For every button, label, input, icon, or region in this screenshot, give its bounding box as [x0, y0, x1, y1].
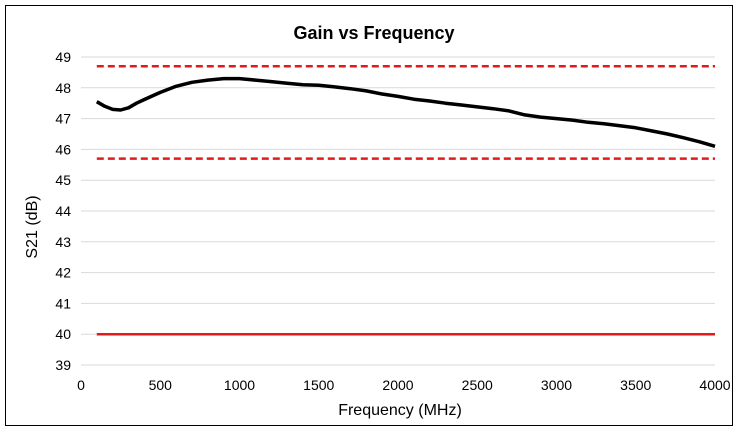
x-tick-label: 2000 — [382, 377, 413, 393]
y-tick-label: 42 — [55, 265, 71, 281]
chart-title: Gain vs Frequency — [293, 23, 454, 43]
x-tick-label: 3000 — [541, 377, 572, 393]
y-tick-label: 44 — [55, 203, 71, 219]
y-tick-label: 41 — [55, 295, 71, 311]
y-tick-label: 49 — [55, 49, 71, 65]
plot-series — [95, 64, 716, 336]
y-tick-label: 45 — [55, 172, 71, 188]
x-tick-label: 0 — [77, 377, 85, 393]
x-tick-label: 4000 — [699, 377, 730, 393]
y-tick-label: 40 — [55, 326, 71, 342]
y-tick-label: 46 — [55, 141, 71, 157]
x-tick-label: 1500 — [303, 377, 334, 393]
y-tick-labels: 39 40 41 42 43 44 45 46 47 48 49 — [55, 49, 71, 373]
y-tick-label: 39 — [55, 357, 71, 373]
y-tick-label: 43 — [55, 234, 71, 250]
y-tick-label: 48 — [55, 80, 71, 96]
gridlines — [81, 56, 715, 366]
x-tick-label: 2500 — [462, 377, 493, 393]
chart-canvas: Gain vs Frequency 39 40 41 42 43 44 45 46 47 48 49… — [24, 23, 731, 419]
x-tick-label: 500 — [149, 377, 173, 393]
x-tick-labels: 0 500 1000 1500 2000 2500 3000 3500 4000 — [77, 377, 731, 393]
x-tick-label: 3500 — [620, 377, 651, 393]
x-axis-title: Frequency (MHz) — [338, 402, 462, 419]
series-line-s21 — [95, 76, 716, 148]
y-axis-title: S21 (dB) — [24, 195, 41, 258]
x-tick-label: 1000 — [224, 377, 255, 393]
chart-frame: Gain vs Frequency 39 40 41 42 43 44 45 46 47 48 49… — [5, 5, 733, 426]
y-tick-label: 47 — [55, 111, 71, 127]
